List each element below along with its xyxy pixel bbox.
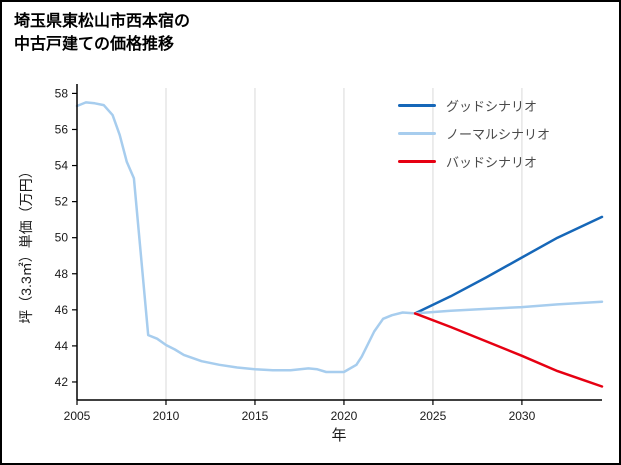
y-tick-label: 48 — [55, 267, 69, 281]
chart-title-line2: 中古戸建ての価格推移 — [14, 36, 175, 54]
y-tick-label: 50 — [55, 231, 69, 245]
x-tick-label: 2010 — [153, 409, 180, 423]
good-scenario-line — [413, 215, 604, 315]
x-tick-label: 2025 — [420, 409, 447, 423]
legend: グッドシナリオ ノーマルシナリオ バッドシナリオ — [398, 96, 550, 171]
x-tick-label: 2015 — [242, 409, 269, 423]
x-tick-label: 2005 — [64, 409, 91, 423]
y-tick-label: 56 — [55, 122, 69, 136]
legend-item-normal: ノーマルシナリオ — [398, 124, 550, 143]
legend-item-bad: バッドシナリオ — [398, 152, 550, 171]
legend-label-normal: ノーマルシナリオ — [446, 127, 551, 142]
legend-item-good: グッドシナリオ — [398, 96, 550, 115]
legend-label-good: グッドシナリオ — [446, 99, 538, 114]
y-tick-label: 46 — [55, 303, 69, 317]
y-tick-label: 54 — [55, 159, 69, 173]
legend-line-swatch-normal — [398, 132, 436, 135]
normal-scenario-line — [75, 101, 604, 374]
x-tick-label: 2030 — [509, 409, 536, 423]
legend-label-bad: バッドシナリオ — [446, 155, 538, 170]
y-tick-label: 58 — [55, 86, 69, 100]
y-tick-label: 52 — [55, 195, 69, 209]
chart-title: 埼玉県東松山市西本宿の 中古戸建ての価格推移 — [14, 10, 190, 56]
legend-line-swatch-bad — [398, 160, 436, 163]
x-tick-label: 2020 — [331, 409, 358, 423]
bad-scenario-line — [413, 312, 604, 388]
y-axis-label: 坪（3.3㎡）単価（万円） — [18, 164, 34, 324]
y-tick-label: 44 — [55, 339, 69, 353]
chart-title-line1: 埼玉県東松山市西本宿の — [14, 13, 191, 30]
y-tick-label: 42 — [55, 375, 69, 389]
x-axis-label: 年 — [331, 427, 347, 444]
legend-line-swatch-good — [398, 104, 436, 107]
